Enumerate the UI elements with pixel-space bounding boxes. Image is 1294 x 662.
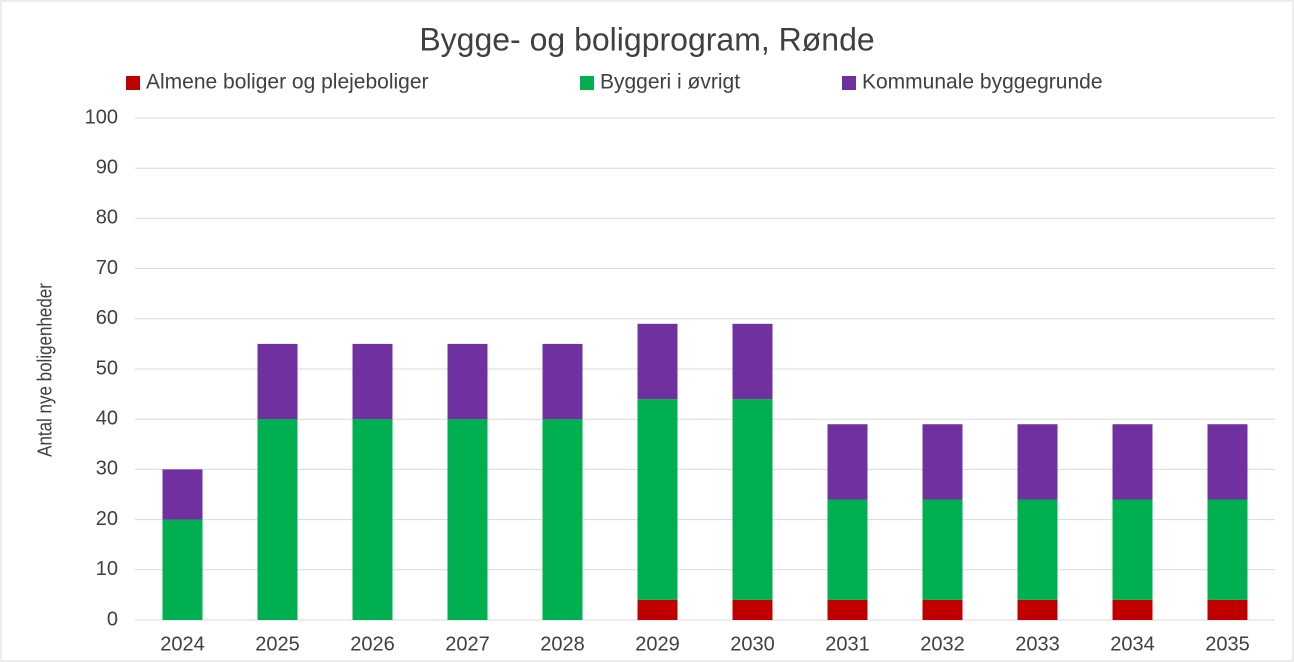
bar-segment: [162, 469, 203, 520]
bar-segment: [1207, 424, 1248, 500]
x-tick-label: 2029: [635, 633, 680, 655]
y-tick-label: 20: [96, 508, 118, 530]
bar-segment: [1112, 499, 1153, 600]
bar-segment: [542, 343, 583, 420]
bar-segment: [827, 599, 868, 620]
bar-segment: [922, 424, 963, 500]
y-tick-label: 90: [96, 156, 118, 178]
x-tick-label: 2031: [825, 633, 870, 655]
legend-label: Byggeri i øvrigt: [600, 71, 740, 94]
legend-label: Kommunale byggegrunde: [862, 71, 1103, 94]
bar-segment: [1112, 599, 1153, 620]
x-tick-label: 2033: [1015, 633, 1060, 655]
bar-segment: [162, 519, 203, 620]
bar-segment: [1017, 599, 1058, 620]
bar-segment: [1017, 424, 1058, 500]
bar-segment: [257, 343, 298, 420]
y-tick-label: 100: [85, 106, 118, 128]
x-tick-label: 2028: [540, 633, 585, 655]
bar-segment: [542, 419, 583, 620]
bar-segment: [637, 323, 678, 400]
x-tick-label: 2024: [160, 633, 205, 655]
bar-segment: [447, 343, 488, 420]
bar-segment: [1112, 424, 1153, 500]
y-tick-label: 60: [96, 307, 118, 329]
bar-segment: [922, 599, 963, 620]
bar-segment: [352, 419, 393, 620]
x-tick-label: 2032: [920, 633, 965, 655]
bar-segment: [732, 599, 773, 620]
y-tick-label: 70: [96, 257, 118, 279]
bar-segment: [637, 399, 678, 600]
bar-segment: [1207, 499, 1248, 600]
x-tick-label: 2026: [350, 633, 395, 655]
legend-swatch: [842, 76, 856, 90]
bar-segment: [447, 419, 488, 620]
y-tick-label: 50: [96, 357, 118, 379]
bar-segment: [732, 399, 773, 600]
bar-segment: [352, 343, 393, 420]
y-tick-label: 80: [96, 207, 118, 229]
bar-segment: [827, 424, 868, 500]
x-tick-label: 2035: [1205, 633, 1250, 655]
x-tick-label: 2025: [255, 633, 300, 655]
x-tick-label: 2034: [1110, 633, 1155, 655]
bar-segment: [637, 599, 678, 620]
legend-swatch: [126, 76, 140, 90]
legend-label: Almene boliger og plejeboliger: [146, 71, 429, 94]
bar-segment: [827, 499, 868, 600]
x-tick-label: 2027: [445, 633, 490, 655]
bar-segment: [257, 419, 298, 620]
y-tick-label: 0: [107, 608, 118, 630]
chart-title: Bygge- og boligprogram, Rønde: [419, 21, 874, 57]
y-tick-label: 10: [96, 558, 118, 580]
bar-segment: [1207, 599, 1248, 620]
bar-segment: [1017, 499, 1058, 600]
y-tick-label: 40: [96, 407, 118, 429]
x-tick-label: 2030: [730, 633, 775, 655]
y-tick-label: 30: [96, 458, 118, 480]
legend-swatch: [580, 76, 594, 90]
y-axis-label: Antal nye boligenheder: [33, 283, 56, 457]
bar-segment: [922, 499, 963, 600]
bar-segment: [732, 323, 773, 400]
